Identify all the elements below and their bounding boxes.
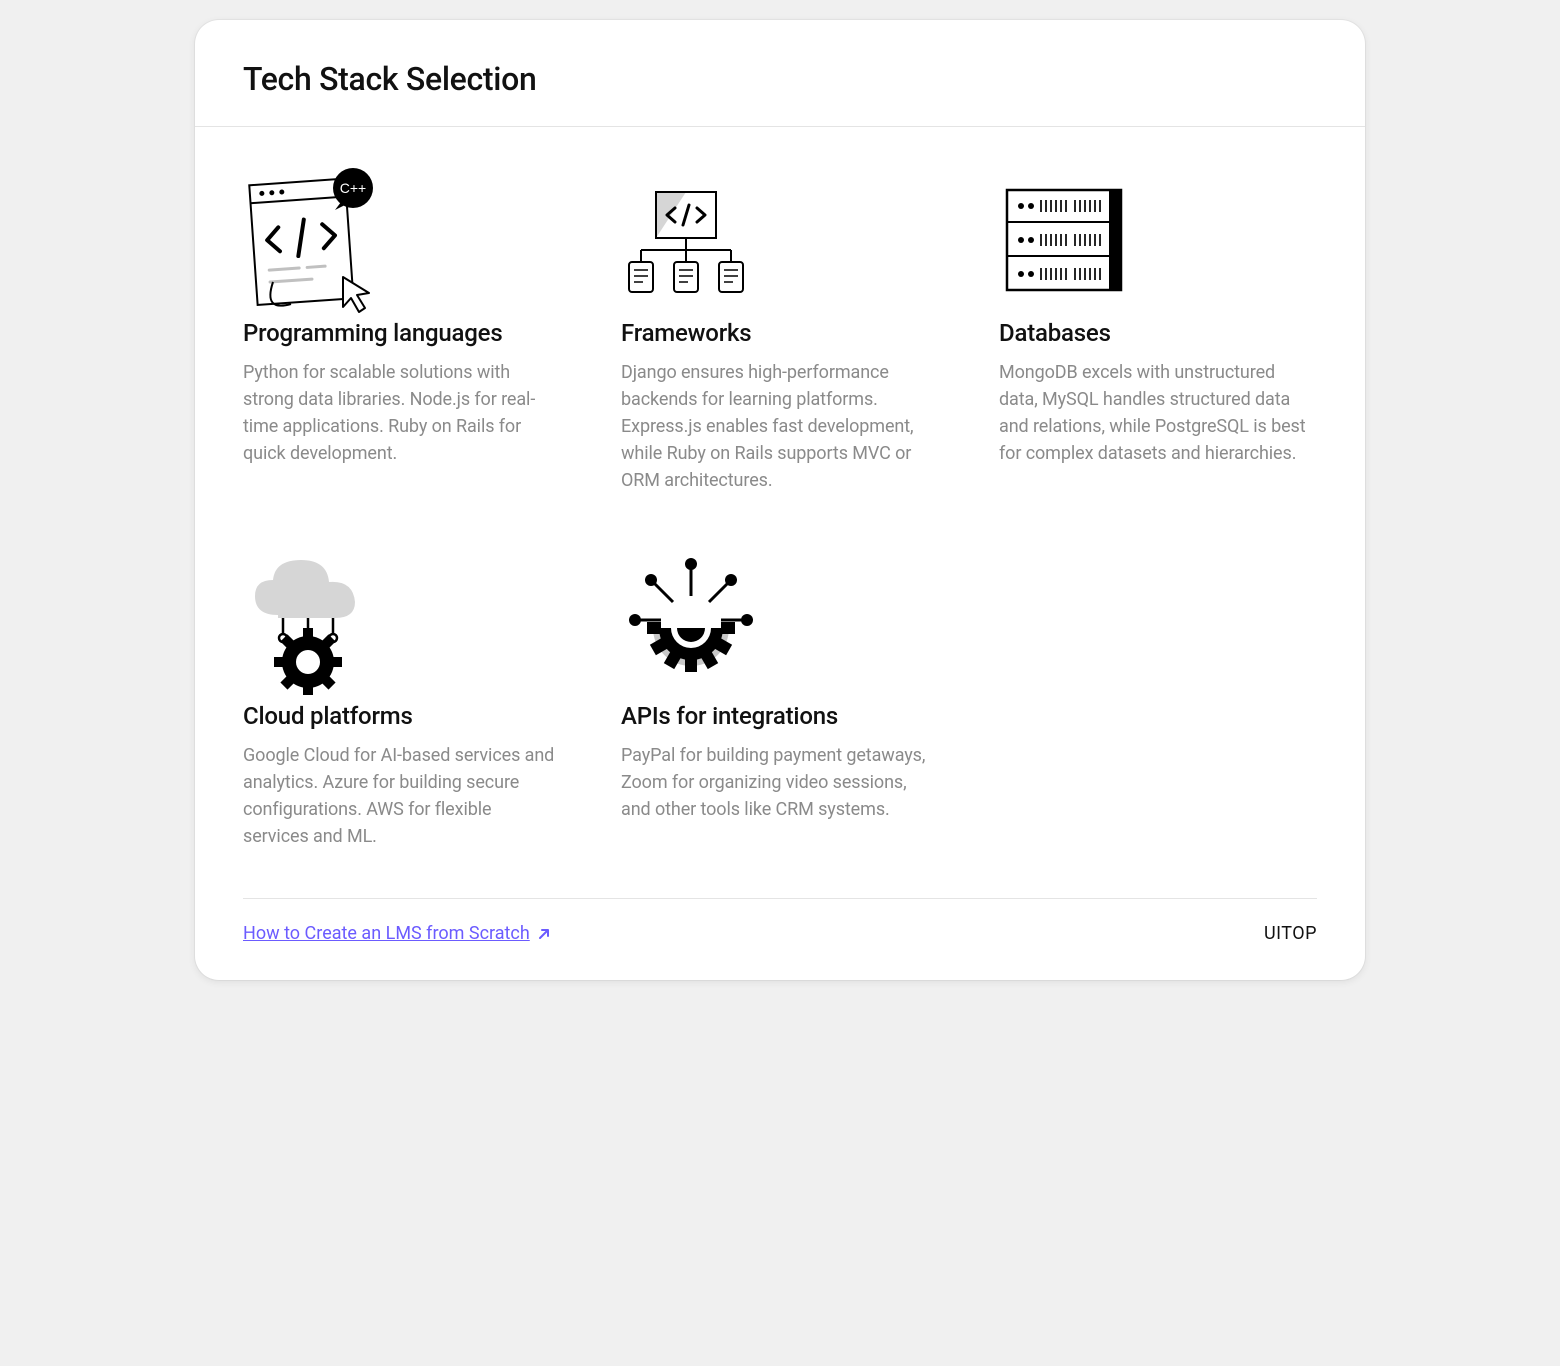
- item-frameworks: Frameworks Django ensures high-performan…: [621, 159, 939, 494]
- footer-link[interactable]: How to Create an LMS from Scratch: [243, 923, 552, 944]
- item-cloud-platforms: Cloud platforms Google Cloud for AI-base…: [243, 542, 561, 850]
- item-title: Databases: [999, 319, 1317, 347]
- code-window-cursor-icon: C++: [243, 159, 561, 319]
- item-title: Cloud platforms: [243, 702, 561, 730]
- svg-text:C++: C++: [340, 180, 366, 196]
- api-gear-network-icon: [621, 542, 939, 702]
- server-rack-icon: [999, 159, 1317, 319]
- item-desc: Python for scalable solutions with stron…: [243, 359, 561, 467]
- item-apis: APIs for integrations PayPal for buildin…: [621, 542, 939, 850]
- item-title: Programming languages: [243, 319, 561, 347]
- page-title: Tech Stack Selection: [243, 60, 1317, 126]
- tech-stack-card: Tech Stack Selection: [195, 20, 1365, 980]
- external-link-icon: [536, 926, 552, 942]
- items-grid: C++ Programming languages Python for sca…: [243, 127, 1317, 898]
- framework-tree-icon: [621, 159, 939, 319]
- cloud-gear-icon: [243, 542, 561, 702]
- item-databases: Databases MongoDB excels with unstructur…: [999, 159, 1317, 494]
- footer-brand: UITOP: [1264, 923, 1317, 944]
- item-desc: Google Cloud for AI-based services and a…: [243, 742, 561, 850]
- footer: How to Create an LMS from Scratch UITOP: [243, 899, 1317, 944]
- item-desc: PayPal for building payment getaways, Zo…: [621, 742, 939, 823]
- item-title: APIs for integrations: [621, 702, 939, 730]
- item-desc: Django ensures high-performance backends…: [621, 359, 939, 494]
- footer-link-text: How to Create an LMS from Scratch: [243, 923, 530, 944]
- item-programming-languages: C++ Programming languages Python for sca…: [243, 159, 561, 494]
- item-desc: MongoDB excels with unstructured data, M…: [999, 359, 1317, 467]
- item-title: Frameworks: [621, 319, 939, 347]
